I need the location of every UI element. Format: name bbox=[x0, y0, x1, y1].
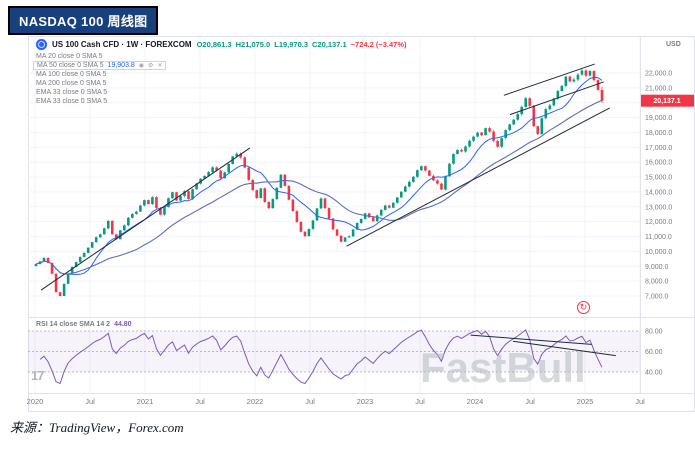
broker-logo-icon bbox=[36, 39, 47, 50]
svg-text:2022: 2022 bbox=[247, 397, 264, 406]
svg-text:11,000.0: 11,000.0 bbox=[645, 234, 672, 241]
rsi-trend-lines[interactable] bbox=[470, 334, 616, 357]
indicator-row-ema33-b[interactable]: EMA 33 close 0 SMA 5 bbox=[36, 97, 111, 106]
svg-text:17,000.0: 17,000.0 bbox=[645, 145, 672, 152]
indicator-row-ma20[interactable]: MA 20 close 0 SMA 5 bbox=[36, 52, 107, 61]
rsi-value: 44.80 bbox=[114, 321, 132, 328]
refresh-icon[interactable]: ↻ bbox=[577, 301, 590, 314]
svg-text:14,000.0: 14,000.0 bbox=[645, 189, 672, 196]
ohlc-values: O20,861.3 H21,075.0 L19,970.3 C20,137.1 … bbox=[197, 40, 407, 49]
fastbull-watermark: FastBull bbox=[420, 344, 586, 391]
svg-text:15,000.0: 15,000.0 bbox=[645, 175, 672, 182]
svg-text:Jul: Jul bbox=[305, 397, 315, 406]
time-axis[interactable]: 2020 Jul 2021 Jul 2022 Jul 2023 Jul 2024 Jul 2025 J… bbox=[27, 397, 645, 406]
trend-lines[interactable] bbox=[40, 63, 610, 291]
svg-text:Jul: Jul bbox=[85, 397, 95, 406]
svg-text:Jul: Jul bbox=[525, 397, 535, 406]
ohlc-close: C20,137.1 bbox=[312, 40, 347, 49]
svg-text:2021: 2021 bbox=[137, 397, 154, 406]
ohlc-high: H21,075.0 bbox=[235, 40, 271, 49]
currency-label: USD bbox=[666, 41, 681, 48]
svg-text:Jul: Jul bbox=[635, 397, 645, 406]
svg-text:2020: 2020 bbox=[27, 397, 44, 406]
svg-text:2023: 2023 bbox=[357, 397, 374, 406]
svg-text:10,000.0: 10,000.0 bbox=[645, 249, 672, 256]
svg-text:60.00: 60.00 bbox=[645, 349, 663, 356]
svg-text:2024: 2024 bbox=[467, 397, 484, 406]
svg-text:16,000.0: 16,000.0 bbox=[645, 160, 672, 167]
ma-fast-line bbox=[35, 76, 603, 275]
svg-text:7,000.0: 7,000.0 bbox=[645, 294, 668, 301]
symbol-header: US 100 Cash CFD · 1W · FOREXCOM O20,861.… bbox=[36, 39, 407, 50]
source-attribution: 来源：TradingView，Forex.com bbox=[10, 420, 184, 435]
settings-icon[interactable]: ⚙ bbox=[148, 62, 154, 69]
visibility-icon[interactable]: ◉ bbox=[138, 62, 145, 69]
indicator-row-ma50[interactable]: MA 50 close 0 SMA 5 19,903.8 ◉ ⚙ ✕ bbox=[33, 61, 167, 70]
indicator-value: 19,903.8 bbox=[107, 62, 135, 69]
svg-text:80.00: 80.00 bbox=[645, 329, 663, 336]
symbol-title[interactable]: US 100 Cash CFD · 1W · FOREXCOM bbox=[52, 40, 192, 49]
svg-text:22,000.0: 22,000.0 bbox=[645, 71, 672, 78]
svg-text:2025: 2025 bbox=[577, 397, 594, 406]
ma-slow-line bbox=[35, 99, 603, 275]
rsi-label: RSI 14 close SMA 14 2 bbox=[36, 321, 111, 328]
indicator-label: MA 200 close 0 SMA 5 bbox=[36, 80, 107, 87]
rsi-pane-levels bbox=[28, 330, 640, 373]
svg-text:20,137.1: 20,137.1 bbox=[653, 98, 680, 105]
last-price-badge: 20,137.1 bbox=[641, 94, 694, 107]
rsi-legend[interactable]: RSI 14 close SMA 14 2 44.80 bbox=[36, 321, 132, 328]
indicator-label: MA 100 close 0 SMA 5 bbox=[36, 71, 107, 78]
svg-text:18,000.0: 18,000.0 bbox=[645, 130, 672, 137]
svg-text:13,000.0: 13,000.0 bbox=[645, 204, 672, 211]
indicator-label: EMA 33 close 0 SMA 5 bbox=[36, 89, 108, 96]
indicator-row-ma100[interactable]: MA 100 close 0 SMA 5 bbox=[36, 70, 110, 79]
svg-text:12,000.0: 12,000.0 bbox=[645, 219, 672, 226]
rsi-line bbox=[39, 329, 603, 385]
svg-text:Jul: Jul bbox=[415, 397, 425, 406]
price-axis[interactable]: 22,000.021,000.020,000.019,000.018,000.0… bbox=[645, 71, 672, 377]
ohlc-open: O20,861.3 bbox=[196, 40, 232, 49]
svg-text:19,000.0: 19,000.0 bbox=[645, 115, 672, 122]
axis-separators bbox=[28, 37, 694, 394]
ohlc-change: −724.2 (−3.47%) bbox=[350, 40, 407, 49]
svg-text:40.00: 40.00 bbox=[645, 370, 663, 377]
indicator-label: MA 20 close 0 SMA 5 bbox=[36, 53, 103, 60]
indicator-row-ema33-a[interactable]: EMA 33 close 0 SMA 5 bbox=[36, 88, 111, 97]
indicator-label: EMA 33 close 0 SMA 5 bbox=[36, 98, 108, 105]
indicator-row-ma200[interactable]: MA 200 close 0 SMA 5 bbox=[36, 79, 110, 88]
svg-text:Jul: Jul bbox=[195, 397, 205, 406]
tradingview-logo-icon[interactable]: 17 bbox=[31, 368, 45, 383]
svg-text:8,000.0: 8,000.0 bbox=[645, 279, 668, 286]
indicator-legend: MA 20 close 0 SMA 5 MA 50 close 0 SMA 5 … bbox=[33, 52, 167, 106]
ohlc-low: L19,970.3 bbox=[274, 40, 309, 49]
chart-title-badge: NASDAQ 100 周线图 bbox=[8, 6, 159, 35]
close-icon[interactable]: ✕ bbox=[157, 62, 163, 69]
svg-text:21,000.0: 21,000.0 bbox=[645, 85, 672, 92]
svg-text:9,000.0: 9,000.0 bbox=[645, 264, 668, 271]
indicator-label: MA 50 close 0 SMA 5 bbox=[37, 62, 104, 69]
